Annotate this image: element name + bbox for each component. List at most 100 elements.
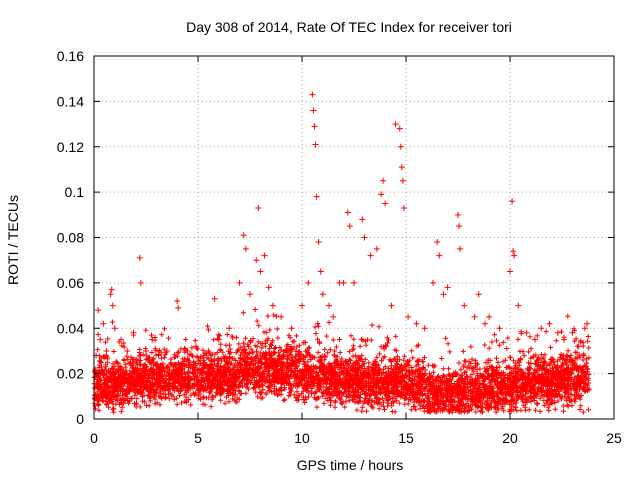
data-point [163,347,170,354]
data-point [226,325,233,332]
y-tick-label: 0.12 [57,139,84,155]
data-point [109,302,116,309]
data-point [444,284,451,291]
data-point [211,295,218,302]
data-point [310,107,317,114]
data-point [575,343,582,350]
data-point [253,257,260,264]
data-point [378,191,385,198]
data-point [175,304,182,311]
data-point [373,245,380,252]
data-point [430,279,437,286]
data-point [538,325,545,332]
data-point [554,329,561,336]
data-point [236,279,243,286]
data-point [155,352,162,359]
data-point [143,347,149,354]
data-point [359,216,366,223]
data-point [305,279,312,286]
data-point [515,302,522,309]
chart-title: Day 308 of 2014, Rate Of TEC Index for r… [186,19,512,35]
data-point [312,141,319,148]
data-point [382,200,389,207]
data-point [421,325,428,332]
data-point [319,291,326,298]
data-point [215,336,222,343]
data-point [108,286,115,293]
y-tick-label: 0.14 [57,93,84,109]
y-tick-label: 0.02 [57,366,84,382]
data-point [482,320,489,327]
axis-ticks [93,55,615,420]
data-point [434,239,441,246]
data-point [392,121,399,128]
data-point [149,336,156,343]
data-point [398,164,405,171]
data-point [247,291,253,298]
data-point [361,234,368,241]
data-point [397,143,404,150]
data-point [330,313,337,320]
data-point [269,302,276,309]
data-point [531,336,538,343]
data-point [137,279,144,286]
y-tick-label: 0.08 [57,230,84,246]
y-tick-label: 0.1 [65,184,85,200]
data-point [509,198,516,205]
data-point [399,177,406,184]
y-tick-label: 0 [76,411,84,427]
data-point [507,268,513,275]
data-point [400,205,407,212]
data-point [97,336,104,343]
data-point [326,302,333,309]
data-point [546,320,553,327]
data-point [111,325,118,332]
data-point [107,291,114,298]
data-point [569,329,576,336]
data-point [242,245,249,252]
data-point [340,279,347,286]
dense-data-band [91,307,592,415]
data-point [124,347,131,354]
data-point [118,336,125,343]
data-points [93,91,590,359]
data-point [471,313,478,320]
data-point [192,343,199,350]
x-tick-label: 20 [502,430,518,446]
data-point [299,302,305,309]
data-point [278,313,285,320]
data-point [265,284,272,291]
data-point [405,313,412,320]
data-point [561,336,568,343]
data-point [456,223,463,230]
data-point [351,279,357,286]
data-point [475,291,482,298]
data-point [184,347,191,354]
data-point [367,252,374,259]
data-point [344,209,351,216]
data-point [311,123,318,130]
x-tick-label: 15 [398,430,414,446]
data-point [136,254,143,261]
data-point [346,223,353,230]
data-point [413,320,420,327]
data-point [103,347,110,354]
data-point [486,313,493,320]
x-tick-label: 25 [606,430,622,446]
data-point [583,320,590,327]
data-point [496,325,503,332]
data-point [396,125,403,132]
data-point [174,298,181,305]
data-point [240,232,247,239]
data-point [511,252,518,259]
data-point [523,329,530,336]
data-point [510,248,517,255]
data-point [313,193,320,200]
data-point [455,211,461,218]
data-point [288,325,295,332]
data-point [315,239,322,246]
data-point [317,268,324,275]
y-axis-label: ROTI / TECUs [5,195,21,285]
data-point [461,302,468,309]
